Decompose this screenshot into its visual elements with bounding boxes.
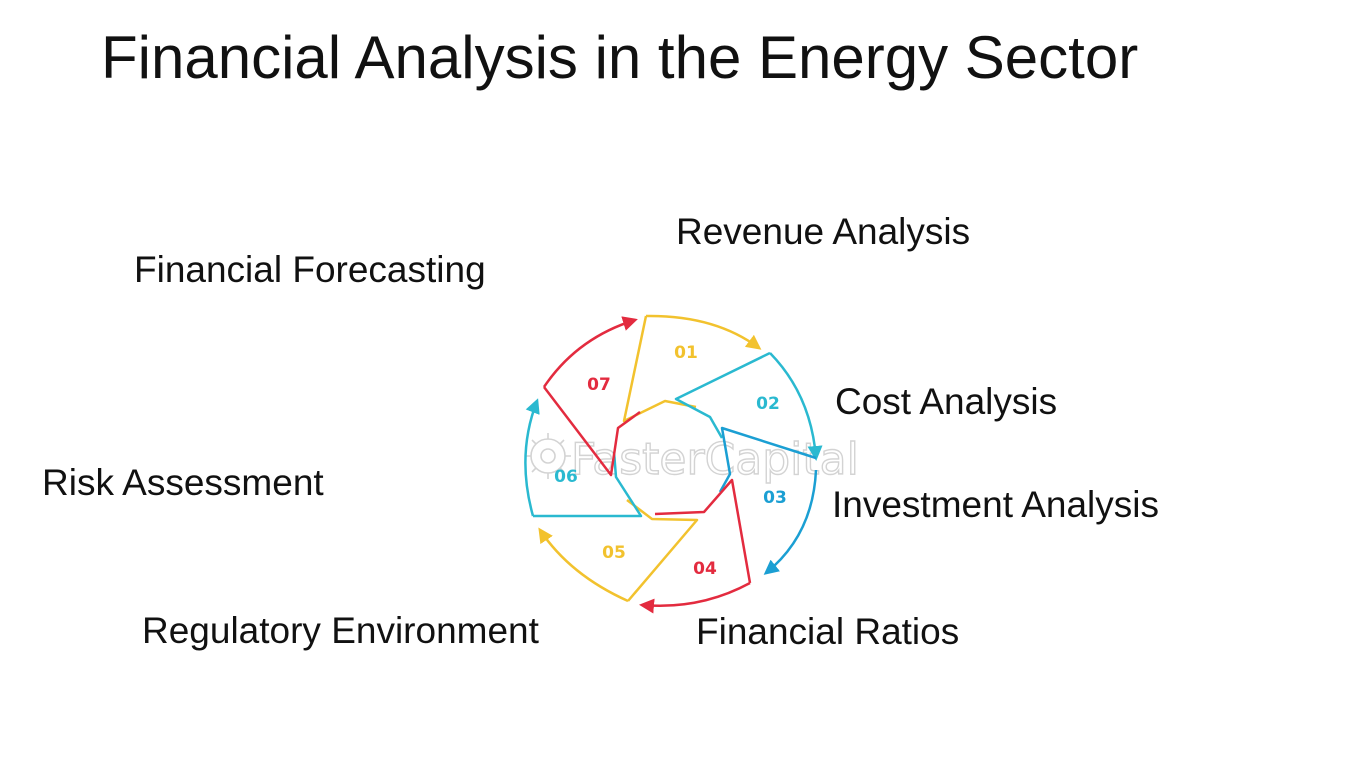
step-label-regulatory-environment: Regulatory Environment bbox=[142, 610, 539, 651]
blade-01 bbox=[622, 315, 697, 423]
blade-03 bbox=[718, 426, 817, 493]
outer-arc-06 bbox=[524, 398, 540, 517]
blade-02 bbox=[674, 351, 771, 439]
outer-arc-07 bbox=[542, 316, 638, 388]
outer-arc-02 bbox=[769, 352, 823, 461]
outer-arc-04 bbox=[639, 581, 751, 614]
watermark-gear-icon bbox=[525, 433, 571, 479]
outer-arc-03 bbox=[763, 469, 818, 575]
outer-arc-05 bbox=[538, 527, 629, 603]
step-label-revenue-analysis: Revenue Analysis bbox=[676, 211, 971, 252]
step-label-cost-analysis: Cost Analysis bbox=[835, 381, 1058, 422]
blade-06 bbox=[533, 451, 643, 518]
step-number-01: 01 bbox=[674, 343, 698, 363]
blade-05 bbox=[626, 499, 699, 602]
blade-04 bbox=[654, 478, 752, 584]
step-number-04: 04 bbox=[693, 559, 717, 579]
step-label-financial-forecasting: Financial Forecasting bbox=[134, 249, 486, 290]
step-number-03: 03 bbox=[763, 488, 787, 508]
step-label-investment-analysis: Investment Analysis bbox=[832, 484, 1159, 525]
step-label-financial-ratios: Financial Ratios bbox=[696, 611, 960, 652]
step-number-07: 07 bbox=[587, 375, 611, 395]
outer-arc-01 bbox=[645, 314, 762, 350]
page-title: Financial Analysis in the Energy Sector bbox=[101, 24, 1139, 91]
step-number-06: 06 bbox=[554, 467, 578, 487]
step-number-02: 02 bbox=[756, 394, 780, 414]
step-label-risk-assessment: Risk Assessment bbox=[42, 462, 324, 503]
step-number-05: 05 bbox=[602, 543, 626, 563]
blade-07 bbox=[543, 386, 641, 477]
